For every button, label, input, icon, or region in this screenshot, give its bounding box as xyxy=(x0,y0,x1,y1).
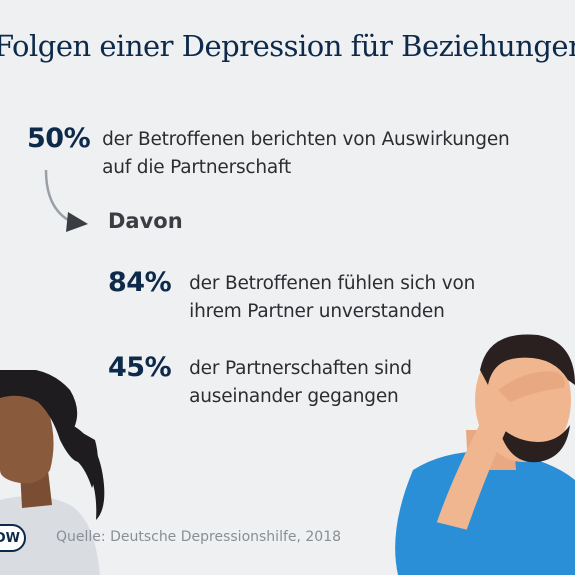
source-note: Quelle: Deutsche Depressionshilfe, 2018 xyxy=(56,529,342,545)
woman-illustration xyxy=(0,370,105,575)
stat-description: der Partnerschaften sind auseinander geg… xyxy=(189,355,412,411)
stat-value: 45% xyxy=(108,352,172,383)
stat-description-line: der Betroffenen fühlen sich von xyxy=(189,273,476,294)
curved-arrow-icon xyxy=(44,169,88,232)
man-illustration xyxy=(395,334,575,575)
page-title: Folgen einer Depression für Beziehungen xyxy=(0,29,575,63)
stat-description: der Betroffenen fühlen sich von ihrem Pa… xyxy=(189,270,475,326)
dw-logo-icon: DW xyxy=(0,524,26,552)
stat-partnership-impact: 50% der Betroffenen berichten von Auswir… xyxy=(27,124,510,182)
stat-not-understood: 84% der Betroffenen fühlen sich von ihre… xyxy=(108,268,475,326)
logo-text: DW xyxy=(0,530,20,546)
stat-description-line: ihrem Partner unverstanden xyxy=(189,301,445,322)
subheading-davon: Davon xyxy=(108,209,183,233)
stat-value: 84% xyxy=(108,267,172,298)
stat-description-line: auf die Partnerschaft xyxy=(102,157,292,178)
stat-description-line: auseinander gegangen xyxy=(189,386,399,407)
stat-value: 50% xyxy=(27,123,91,154)
stat-description-line: der Partnerschaften sind xyxy=(189,358,412,379)
stat-separated: 45% der Partnerschaften sind auseinander… xyxy=(108,353,412,411)
stat-description-line: der Betroffenen berichten von Auswirkung… xyxy=(102,129,510,150)
stat-description: der Betroffenen berichten von Auswirkung… xyxy=(102,126,510,182)
